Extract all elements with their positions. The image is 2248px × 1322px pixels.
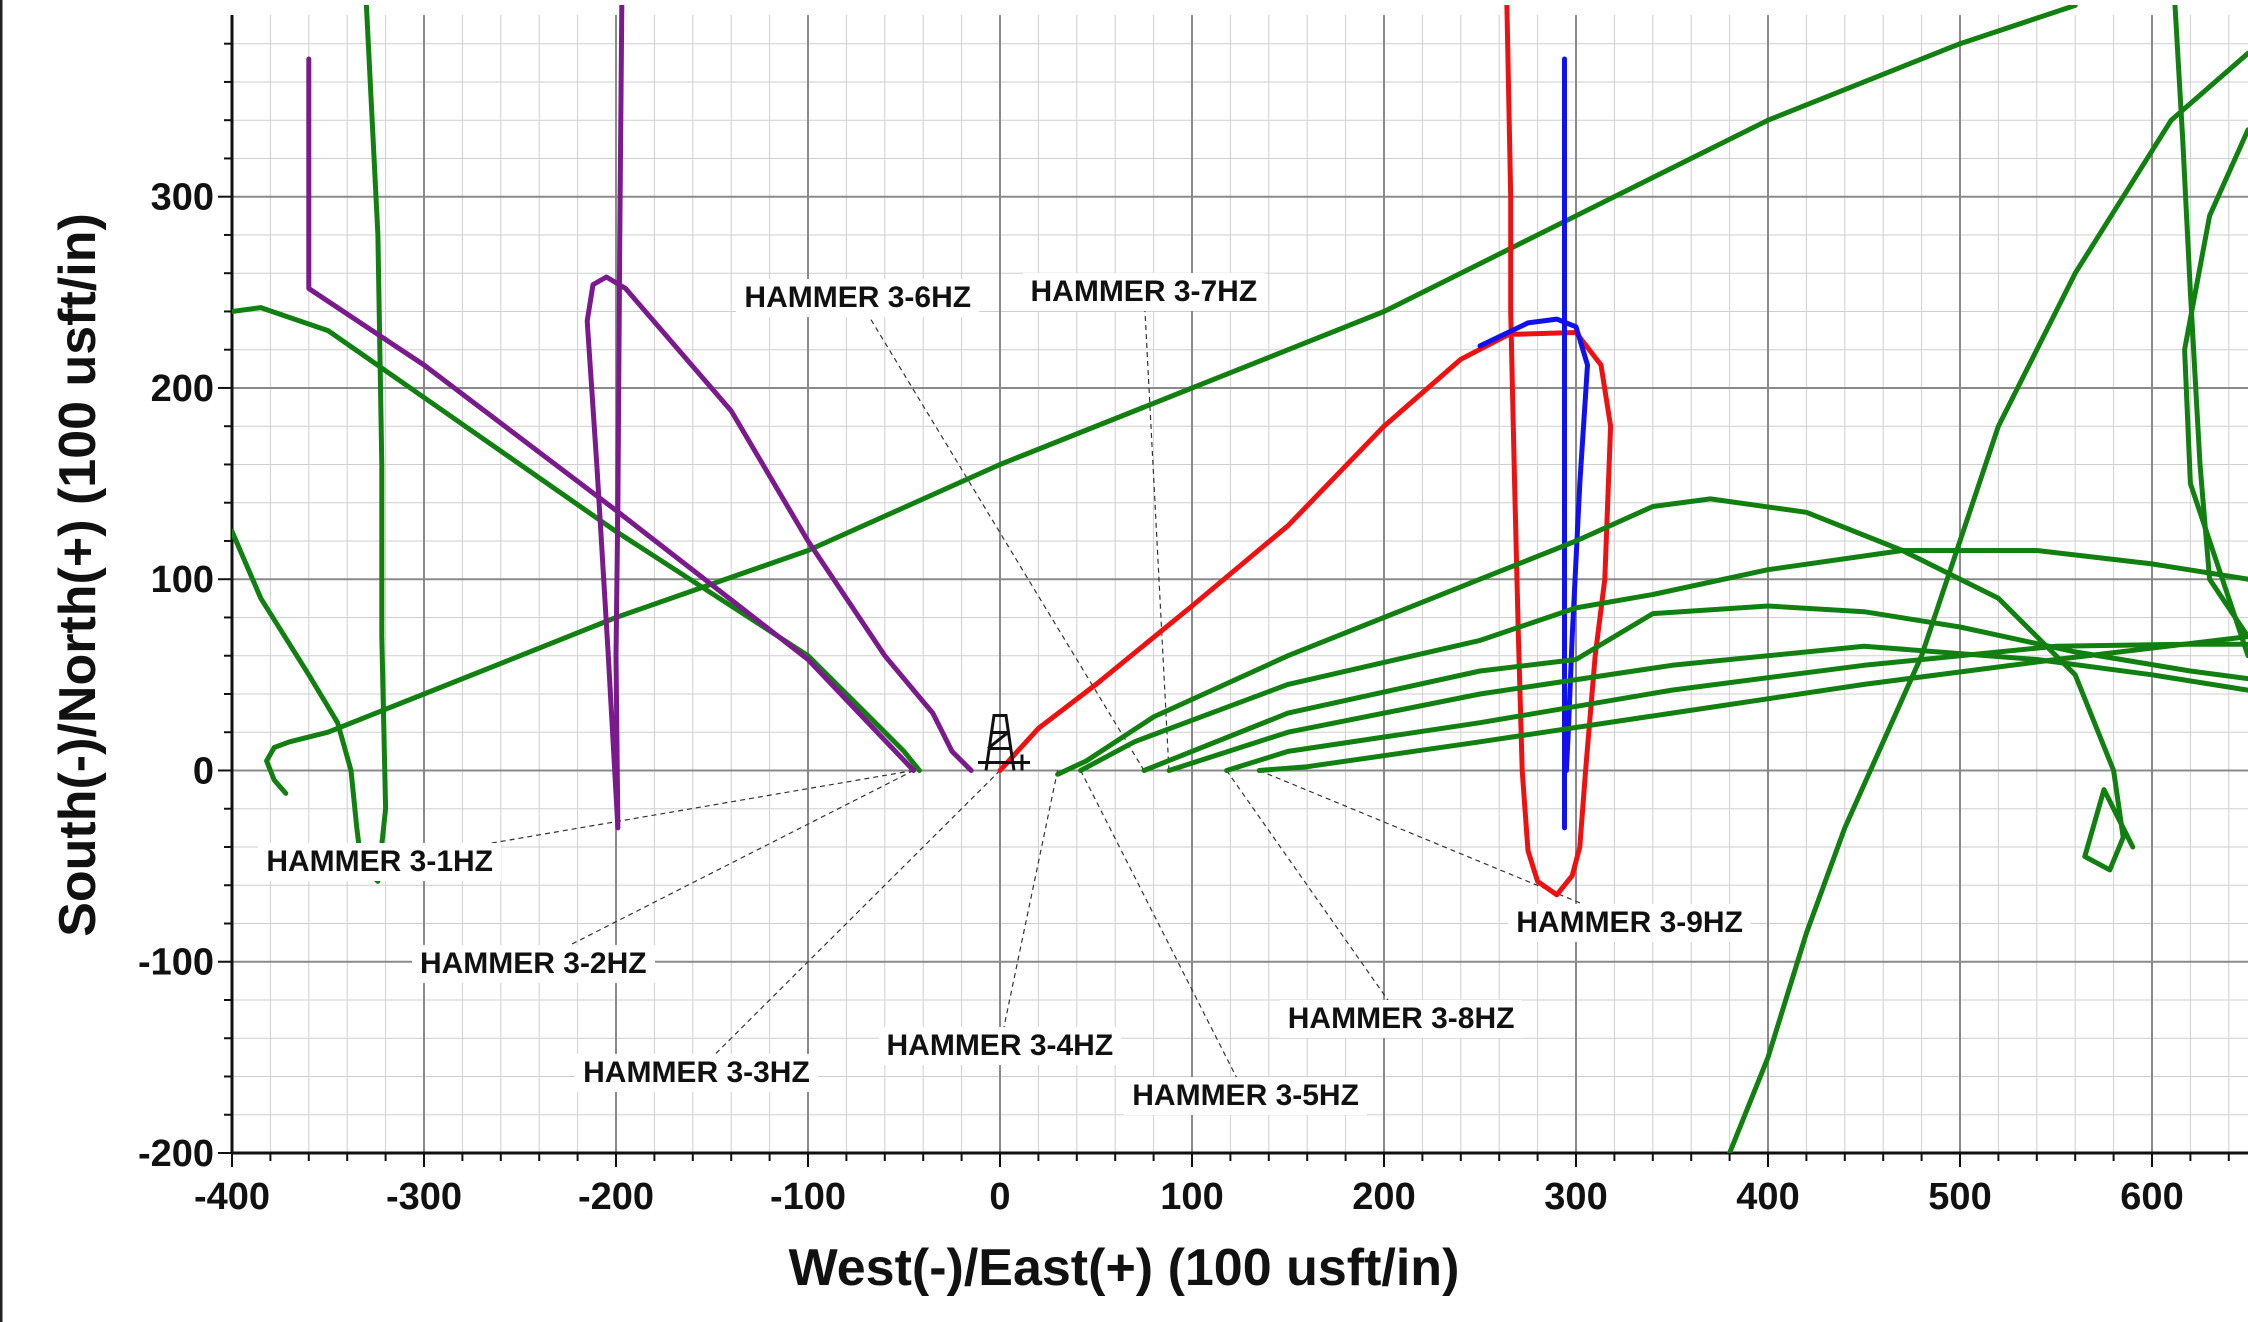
y-tick-label: 200	[151, 368, 214, 410]
x-tick-label: 100	[1160, 1176, 1223, 1218]
wellbore-path	[2182, 127, 2248, 659]
well-label: HAMMER 3-4HZ	[878, 1026, 1122, 1065]
x-tick-label: -400	[194, 1176, 270, 1218]
x-tick-label: -200	[578, 1176, 654, 1218]
x-tick-label: 400	[1736, 1176, 1799, 1218]
wellbore-path	[306, 56, 917, 773]
leader-line	[999, 770, 1059, 1047]
well-label: HAMMER 3-7HZ	[1022, 273, 1266, 312]
leader-line	[1226, 770, 1402, 1020]
well-label: HAMMER 3-5HZ	[1124, 1076, 1367, 1115]
x-tick-label: 0	[989, 1176, 1010, 1218]
wellbore-path	[1055, 496, 2136, 873]
well-label: HAMMER 3-2HZ	[411, 944, 655, 983]
y-tick-label: 100	[151, 559, 214, 601]
x-tick-label: 200	[1352, 1176, 1415, 1218]
wellbore-path	[1256, 634, 2248, 773]
well-label: HAMMER 3-3HZ	[575, 1053, 818, 1092]
wellbore-path	[2172, 5, 2248, 640]
wellbore-path	[584, 5, 974, 831]
x-tick-label: 600	[2120, 1176, 2183, 1218]
well-label: HAMMER 3-9HZ	[1508, 904, 1751, 943]
wellbore-path	[1477, 316, 1590, 773]
leader-line	[533, 769, 914, 965]
y-tick-label: 0	[193, 750, 214, 792]
x-tick-label: 300	[1544, 1176, 1607, 1218]
well-label: HAMMER 3-8HZ	[1279, 1000, 1523, 1039]
y-axis-title: South(-)/North(+) (100 usft/in)	[49, 213, 107, 937]
rig-icon	[978, 713, 1030, 771]
wellbore-path	[232, 305, 922, 773]
y-tick-label: -100	[138, 942, 214, 984]
leader-line	[1258, 769, 1630, 925]
leader-line	[857, 297, 1145, 771]
x-tick-label: -100	[770, 1176, 846, 1218]
x-axis-title: West(-)/East(+) (100 usft/in)	[788, 1239, 1460, 1297]
leader-line	[1143, 292, 1170, 771]
wellbore-path	[363, 5, 389, 884]
wellbore-path	[232, 528, 366, 879]
x-tick-label: -300	[386, 1176, 462, 1218]
wellbore-path	[1166, 643, 2248, 773]
y-tick-label: 300	[151, 177, 214, 219]
wellbore-path	[997, 5, 1614, 898]
wellbore-path	[1141, 603, 2248, 773]
wellbore-path	[1078, 548, 2248, 773]
x-tick-label: 500	[1928, 1176, 1991, 1218]
wellbore-path	[1727, 50, 2248, 1153]
well-label: HAMMER 3-1HZ	[258, 843, 501, 882]
y-tick-label: -200	[138, 1133, 214, 1175]
well-label: HAMMER 3-6HZ	[736, 279, 980, 318]
leader-line	[1080, 770, 1247, 1096]
